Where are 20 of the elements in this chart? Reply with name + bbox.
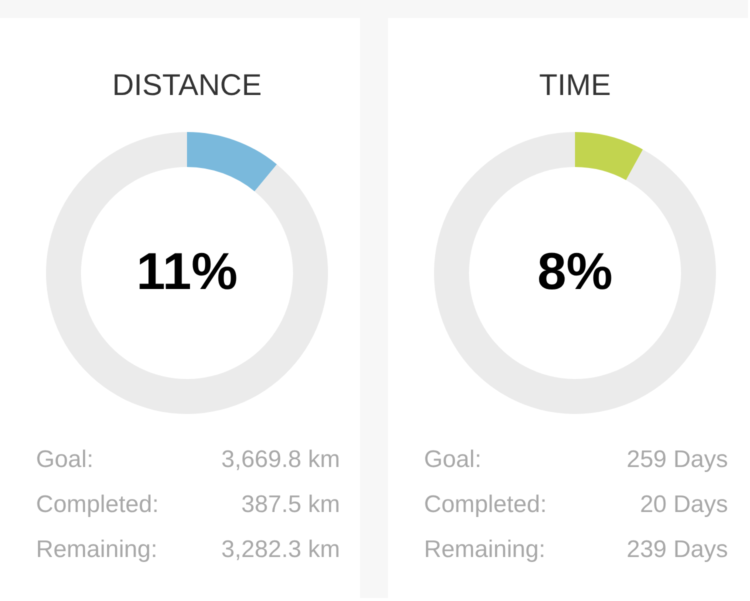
donut-slice bbox=[46, 132, 328, 414]
text: Goal: bbox=[36, 446, 94, 473]
text: Remaining: bbox=[36, 536, 158, 563]
text: Completed: bbox=[424, 491, 547, 518]
data-label: 8% bbox=[537, 243, 613, 301]
chart-title: DISTANCE bbox=[112, 69, 262, 102]
donut-slice bbox=[187, 132, 277, 192]
donut-slice bbox=[575, 132, 643, 180]
text: 20 Days bbox=[640, 491, 728, 518]
text: 259 Days bbox=[626, 446, 728, 473]
text: 3,669.8 km bbox=[221, 446, 340, 473]
text: 387.5 km bbox=[241, 491, 340, 518]
text: 239 Days bbox=[626, 536, 728, 563]
text: Goal: bbox=[424, 446, 482, 473]
text: Remaining: bbox=[424, 536, 546, 563]
text: 3,282.3 km bbox=[221, 536, 340, 563]
donut-slice bbox=[434, 132, 716, 414]
data-label: 11% bbox=[136, 243, 238, 301]
text: Completed: bbox=[36, 491, 159, 518]
chart-title: TIME bbox=[539, 69, 611, 102]
